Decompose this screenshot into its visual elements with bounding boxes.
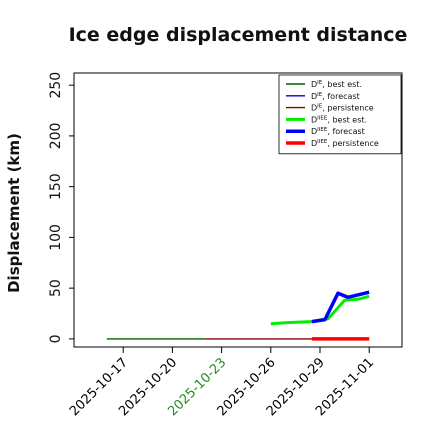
y-tick-label: 150 bbox=[48, 173, 64, 200]
y-tick-label: 0 bbox=[48, 334, 64, 343]
legend-label-5: DIIEE, persistence bbox=[311, 139, 379, 148]
series-line-3 bbox=[270, 294, 370, 326]
legend-box bbox=[278, 74, 402, 155]
legend-label-2: DIE, persistence bbox=[311, 104, 374, 113]
legend-label-1: DIE, forecast bbox=[311, 92, 360, 101]
series-line-4 bbox=[311, 290, 370, 324]
y-tick-label: 250 bbox=[48, 72, 64, 99]
plot-frame bbox=[73, 72, 403, 348]
y-axis-label: Displacement (km) bbox=[5, 133, 23, 293]
chart-title: Ice edge displacement distance bbox=[68, 24, 408, 46]
y-tick-label: 100 bbox=[48, 224, 64, 251]
legend-label-3: DIIEE, best est. bbox=[311, 115, 367, 124]
y-tick-label: 200 bbox=[48, 123, 64, 150]
legend-label-4: DIIEE, forecast bbox=[311, 127, 365, 136]
y-tick-label: 50 bbox=[48, 279, 64, 297]
legend-label-0: DIE, best est. bbox=[311, 80, 362, 89]
